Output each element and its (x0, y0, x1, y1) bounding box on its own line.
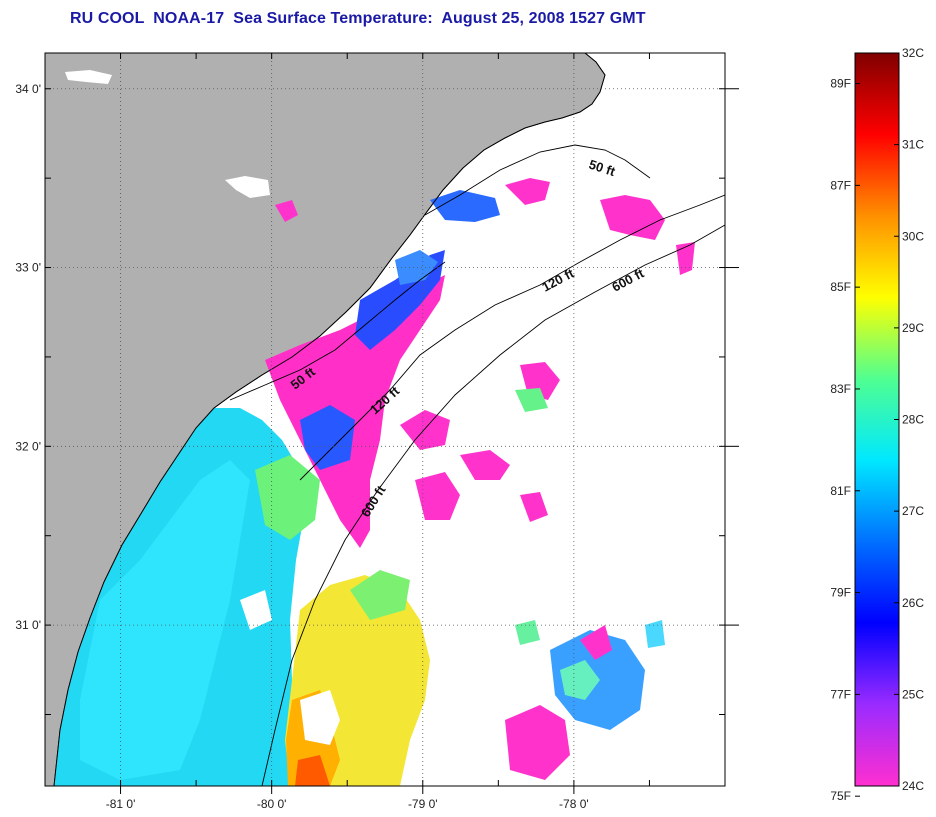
sst-cool-patch (430, 190, 500, 222)
colorbar-celsius-label: 25C (902, 687, 924, 701)
sst-cool-patch (395, 250, 438, 285)
colorbar-celsius-label: 32C (902, 46, 924, 60)
sst-mixed-patch (645, 620, 665, 648)
colorbar-celsius-label: 30C (902, 229, 924, 243)
colorbar-ticks: 32C 31C 30C 29C 28C 27C 26C 25C 24C 89F 87F 85F 83F 8… (830, 46, 924, 803)
lon-tick-label: -80 0' (257, 797, 287, 811)
lat-tick-label: 33 0' (15, 261, 41, 275)
colorbar-fahrenheit-label: 87F (830, 178, 851, 192)
sst-cool-patch (505, 705, 570, 780)
colorbar-celsius-label: 28C (902, 413, 924, 427)
colorbar-celsius-label: 27C (902, 504, 924, 518)
sst-cool-patch (676, 242, 695, 275)
land-cloud-patch (225, 176, 270, 198)
colorbar-fahrenheit-label: 89F (830, 77, 851, 91)
isobath-50ft (424, 144, 651, 216)
isobath-120ft (299, 194, 725, 481)
colorbar-celsius-label: 26C (902, 596, 924, 610)
sst-green-patch (515, 388, 548, 412)
sst-mixed-patch (560, 660, 600, 700)
colorbar-celsius-label: 29C (902, 321, 924, 335)
isobath-50ft (229, 261, 446, 401)
colorbar-celsius-label: 31C (902, 138, 924, 152)
sst-warm-patch (295, 755, 330, 786)
sst-cool-patch (300, 405, 355, 470)
colorbar-fahrenheit-label: 83F (830, 382, 851, 396)
cloud-gap (300, 690, 340, 745)
sst-cool-patch (275, 200, 298, 222)
colorbar-fahrenheit-label: 77F (830, 687, 851, 701)
sst-mixed-patch (580, 625, 612, 660)
land-cloud-patch (65, 70, 112, 84)
map-title: RU COOL NOAA-17 Sea Surface Temperature:… (70, 10, 646, 27)
sst-mixed-patch (515, 620, 540, 645)
lat-tick-label: 31 0' (15, 618, 41, 632)
colorbar-fahrenheit-label: 81F (830, 484, 851, 498)
isobath-600ft (261, 224, 725, 786)
colorbar-fahrenheit-label: 85F (830, 280, 851, 294)
lon-tick-label: -78 0' (559, 797, 589, 811)
colorbar-fahrenheit-label: 79F (830, 586, 851, 600)
lat-tick-label: 34 0' (15, 82, 41, 96)
colorbar-fahrenheit-label: 75F (830, 789, 851, 803)
sst-cool-patch (505, 178, 550, 205)
sst-green-patch (350, 570, 410, 620)
map-border (44, 52, 726, 787)
lat-tick-label: 32 0' (15, 439, 41, 453)
sst-cool-patch (415, 472, 460, 520)
sst-cool-patch (400, 410, 450, 450)
sst-cool-patch (520, 492, 548, 522)
sst-cool-patch (460, 450, 510, 480)
lon-tick-label: -81 0' (106, 797, 136, 811)
coastline (53, 53, 606, 786)
cloud-gap (240, 590, 272, 630)
sst-cool-patch (600, 195, 665, 240)
lon-tick-label: -79 0' (408, 797, 438, 811)
colorbar-celsius-label: 24C (902, 779, 924, 793)
map-axes: -81 0' -80 0' -79 0' -78 0' 34 0' 33 0' 32 0' 3… (15, 53, 739, 811)
graticule (45, 53, 725, 786)
sst-nearshore-band (80, 460, 250, 780)
colorbar (854, 52, 900, 787)
